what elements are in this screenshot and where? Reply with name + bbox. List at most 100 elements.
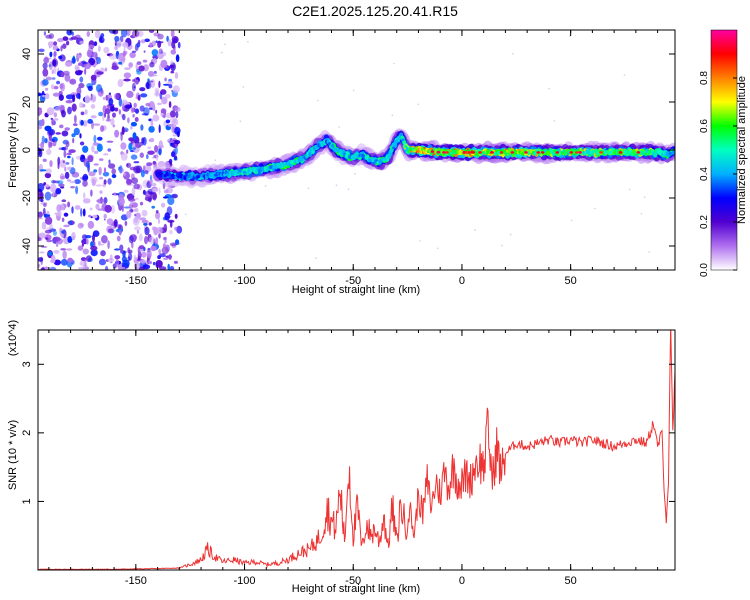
noise-blob — [133, 102, 137, 108]
noise-blob — [58, 55, 63, 60]
noise-blob — [163, 223, 168, 233]
noise-blob — [63, 70, 70, 76]
noise-blob — [42, 207, 46, 216]
track-blob — [551, 151, 555, 156]
noise-blob — [67, 236, 73, 243]
noise-blob — [103, 213, 107, 219]
noise-blob — [103, 179, 107, 185]
noise-blob — [44, 87, 49, 91]
noise-blob — [73, 127, 80, 136]
noise-blob — [127, 256, 131, 262]
noise-blob — [134, 226, 141, 231]
noise-blob — [74, 179, 81, 185]
noise-blob — [83, 192, 86, 199]
noise-blob — [141, 113, 149, 116]
noise-blob — [106, 218, 113, 225]
noise-blob — [142, 189, 146, 195]
noise-blob — [71, 157, 74, 166]
noise-blob — [99, 190, 103, 194]
noise-blob — [84, 68, 87, 75]
track-blob — [393, 142, 397, 146]
noise-blob — [90, 74, 97, 81]
noise-blob — [116, 39, 122, 48]
noise-blob — [65, 94, 74, 100]
noise-blob — [65, 248, 73, 251]
noise-blob — [147, 146, 152, 149]
track-blob — [308, 151, 312, 158]
noise-blob — [52, 188, 55, 197]
noise-blob — [81, 242, 84, 247]
noise-blob — [167, 263, 170, 270]
noise-blob — [114, 248, 121, 251]
noise-blob — [126, 210, 132, 219]
noise-blob — [38, 216, 43, 220]
noise-blob — [104, 67, 108, 72]
noise-blob — [82, 175, 85, 181]
noise-blob — [108, 159, 111, 164]
noise-blob — [138, 65, 145, 72]
noise-blob — [82, 120, 88, 127]
noise-blob — [42, 79, 49, 86]
y-tick-label: 3 — [21, 361, 33, 367]
noise-blob — [62, 160, 65, 164]
colorbar-ticks: 0.0 0.2 0.4 0.6 0.8 — [699, 71, 737, 277]
noise-blob — [107, 228, 114, 234]
noise-blob — [119, 165, 123, 174]
speckle — [570, 219, 573, 222]
noise-blob — [96, 84, 102, 93]
speckle — [501, 244, 503, 247]
noise-blob — [123, 189, 129, 193]
noise-blob — [154, 145, 158, 153]
speckle — [512, 53, 514, 55]
noise-blob — [158, 140, 163, 150]
noise-blob — [137, 40, 141, 44]
noise-blob — [46, 107, 55, 116]
noise-blob — [136, 229, 140, 234]
noise-blob — [38, 211, 43, 218]
noise-blob — [140, 93, 148, 98]
noise-blob — [122, 50, 127, 57]
noise-blob — [158, 249, 161, 254]
noise-blob — [121, 126, 125, 135]
noise-blob — [79, 76, 84, 83]
noise-blob — [44, 137, 48, 144]
noise-blob — [67, 155, 71, 159]
noise-blob — [144, 236, 148, 245]
noise-blob — [46, 227, 52, 231]
noise-blob — [59, 83, 64, 89]
noise-blob — [110, 105, 115, 112]
noise-blob — [93, 134, 97, 144]
noise-blob — [71, 232, 76, 240]
speckle — [242, 86, 245, 88]
snr-series-line — [38, 330, 675, 570]
noise-blob — [67, 201, 71, 208]
noise-blob — [90, 176, 98, 184]
noise-blob — [152, 261, 156, 266]
speckle — [548, 87, 550, 90]
noise-blob — [38, 147, 42, 156]
speckle — [338, 126, 340, 128]
noise-blob — [104, 265, 109, 270]
noise-blob — [60, 248, 66, 251]
noise-blob — [46, 239, 53, 243]
speckle — [317, 99, 319, 102]
noise-blob — [169, 64, 175, 69]
noise-blob — [87, 44, 95, 49]
noise-blob — [156, 226, 163, 234]
noise-blob — [174, 72, 179, 79]
noise-blob — [157, 102, 162, 106]
snr-x-label: Height of straight line (km) — [292, 583, 420, 595]
noise-blob — [64, 204, 67, 208]
noise-blob — [143, 50, 146, 53]
noise-blob — [145, 81, 152, 90]
noise-blob — [102, 112, 105, 122]
noise-blob — [38, 92, 42, 97]
track-peak — [499, 151, 504, 154]
noise-blob — [170, 70, 175, 74]
y-tick-label: -40 — [21, 238, 33, 254]
noise-blob — [87, 155, 94, 163]
colorbar-bar — [710, 29, 738, 271]
noise-blob — [90, 245, 98, 251]
noise-blob — [148, 125, 155, 133]
